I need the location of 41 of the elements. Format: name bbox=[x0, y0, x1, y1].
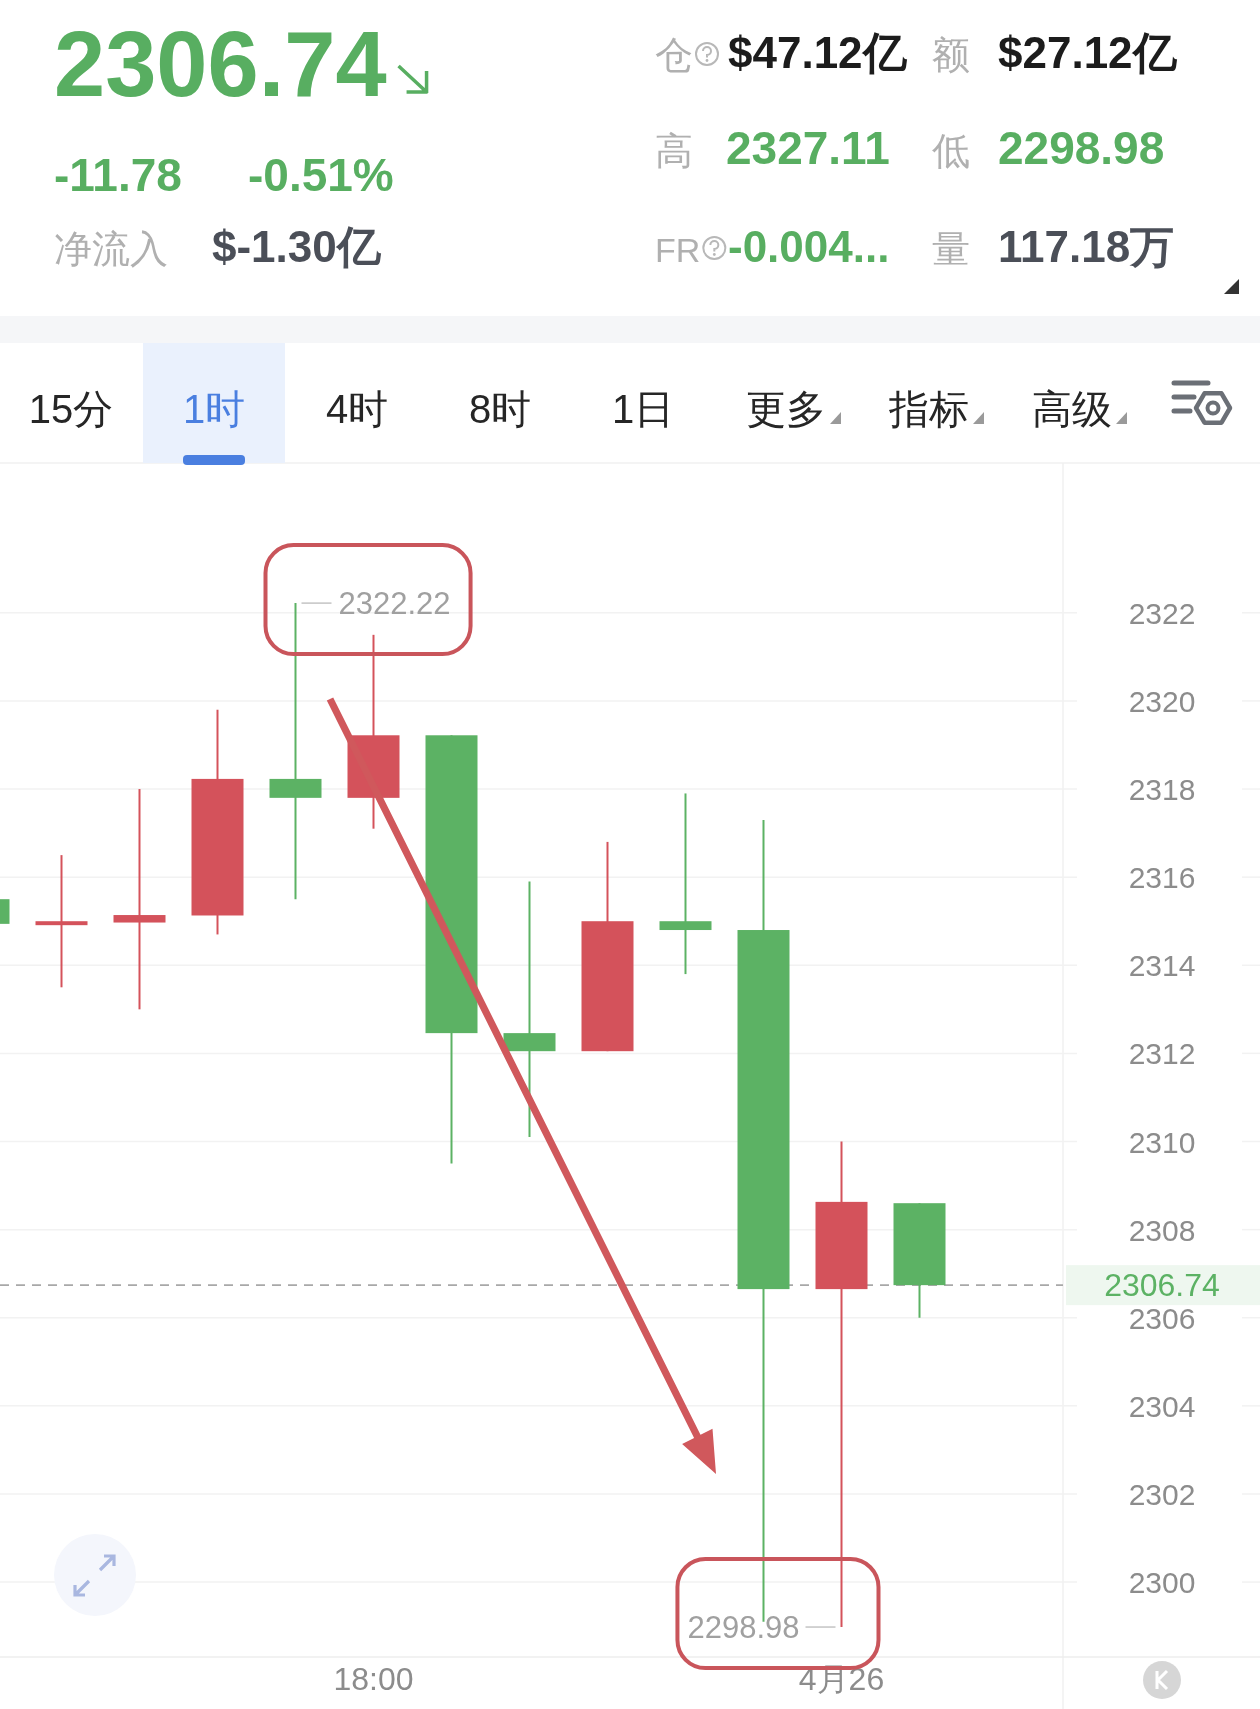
text: 量 bbox=[932, 228, 970, 270]
text: 117.18万 bbox=[998, 222, 1175, 271]
y-tick-label: 2322 bbox=[1128, 596, 1196, 630]
text: 4时 bbox=[325, 387, 389, 431]
text: 净流入 bbox=[54, 228, 168, 270]
text: $-1.30亿 bbox=[212, 222, 382, 271]
text: 1时 bbox=[182, 387, 246, 431]
text: $27.12亿 bbox=[998, 28, 1178, 77]
text: 低 bbox=[932, 130, 970, 172]
text: 2298.98 bbox=[998, 122, 1165, 174]
text: FR bbox=[655, 231, 701, 269]
text: 仓 bbox=[655, 34, 693, 76]
ref-line-label: 2306.74 bbox=[1104, 1267, 1220, 1304]
text: 1日 bbox=[611, 387, 675, 431]
y-tick-label: 2306 bbox=[1128, 1301, 1196, 1335]
text: 2327.11 bbox=[726, 122, 890, 174]
y-tick-label: 2316 bbox=[1128, 861, 1196, 895]
text: 额 bbox=[932, 34, 970, 76]
y-tick-label: 2320 bbox=[1128, 684, 1196, 718]
y-tick-label: 2314 bbox=[1128, 949, 1196, 983]
text: -0.004... bbox=[728, 222, 890, 271]
text: 15分 bbox=[28, 387, 114, 431]
text: 更多 bbox=[746, 387, 826, 431]
annotation: 2298.98 bbox=[687, 1610, 800, 1646]
text: 高 bbox=[655, 130, 693, 172]
text: -0.51% bbox=[248, 149, 394, 201]
text: 高级 bbox=[1032, 387, 1112, 431]
y-tick-label: 2318 bbox=[1128, 773, 1196, 807]
text: 8时 bbox=[468, 387, 532, 431]
y-tick-label: 2310 bbox=[1128, 1125, 1196, 1159]
y-tick-label: 2312 bbox=[1128, 1037, 1196, 1071]
y-tick-label: 2308 bbox=[1128, 1213, 1196, 1247]
text: -11.78 bbox=[54, 149, 182, 201]
y-tick-label: 2300 bbox=[1128, 1566, 1196, 1600]
y-tick-label: 2302 bbox=[1128, 1477, 1196, 1511]
text: 2306.74 bbox=[54, 13, 387, 115]
text: $47.12亿 bbox=[728, 28, 908, 77]
x-tick-label: 18:00 bbox=[333, 1661, 414, 1697]
y-tick-label: 2304 bbox=[1128, 1389, 1196, 1423]
annotation: 2322.22 bbox=[338, 586, 451, 622]
text: 指标 bbox=[888, 387, 969, 431]
